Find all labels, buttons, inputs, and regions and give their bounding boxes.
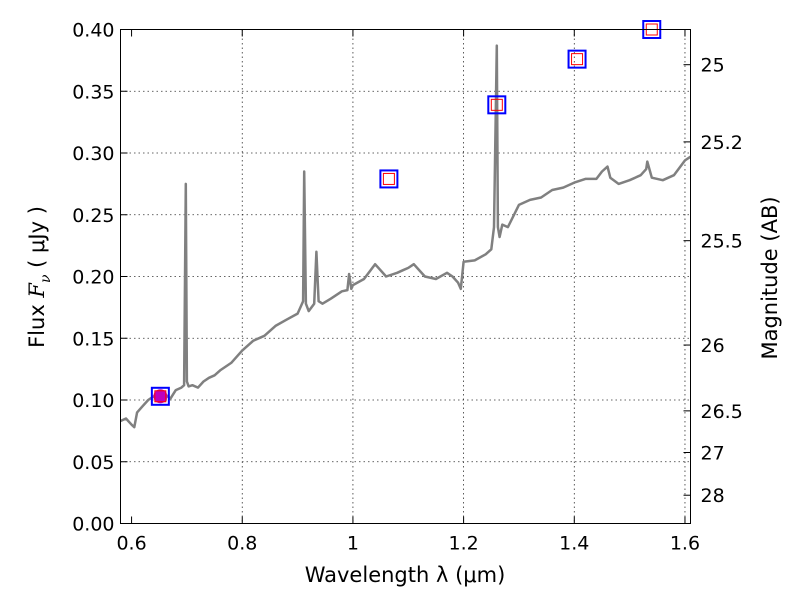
right-tick-label: 25.5 — [701, 231, 743, 253]
photometry-marker-inner-box — [571, 53, 584, 66]
y-axis-label: Flux Fν ( μJy ) — [25, 206, 54, 348]
x-tick-label: 0.8 — [227, 533, 257, 555]
y-axis-label-symbol: F — [25, 282, 49, 299]
y-axis-label-prefix: Flux — [25, 298, 49, 348]
photometry-marker — [150, 386, 170, 406]
right-tick-label: 25.2 — [701, 132, 743, 154]
right-tick-label: 26.5 — [701, 401, 743, 423]
marker-layer — [150, 20, 662, 406]
photometry-marker-inner-box — [382, 172, 395, 185]
spectrum-line — [120, 44, 691, 429]
photometry-marker — [487, 95, 507, 115]
right-tick-label: 27 — [701, 442, 725, 464]
series-layer — [120, 44, 691, 429]
y-tick-label: 0.00 — [72, 514, 114, 536]
y-axis-label-subscript: ν — [38, 274, 54, 283]
photometry-marker-inner-box — [490, 98, 503, 111]
photometry-marker-outer-box — [379, 169, 399, 189]
photometry-marker — [567, 49, 587, 69]
y-tick-label: 0.15 — [72, 328, 114, 350]
photometry-marker-outer-box — [567, 49, 587, 69]
y-tick-label: 0.05 — [72, 452, 114, 474]
photometry-marker-outer-box — [150, 386, 170, 406]
y-tick-label: 0.25 — [72, 205, 114, 227]
right-axis-label: Magnitude (AB) — [758, 196, 782, 359]
x-tick-label: 0.6 — [116, 533, 146, 555]
y-tick-label: 0.35 — [72, 81, 114, 103]
photometry-marker — [379, 169, 399, 189]
y-tick-label: 0.30 — [72, 143, 114, 165]
photometry-marker-outer-box — [487, 95, 507, 115]
y-axis-ticks: 0.00 0.05 0.10 0.15 0.20 0.25 0.30 0.35 0.40 — [72, 20, 128, 536]
y-tick-label: 0.40 — [72, 20, 114, 42]
x-axis-label: Wavelength λ (μm) — [305, 563, 506, 587]
right-axis-ticks: 25 25.2 25.5 26 26.5 27 28 — [683, 55, 743, 507]
right-tick-label: 26 — [701, 335, 725, 357]
x-tick-label: 1.4 — [559, 533, 589, 555]
right-tick-label: 25 — [701, 55, 725, 77]
x-axis-ticks: 0.6 0.8 1 1.2 1.4 1.6 — [116, 29, 700, 555]
y-tick-label: 0.10 — [72, 390, 114, 412]
photometry-marker-inner-box — [154, 390, 167, 403]
grid-lines — [120, 29, 691, 524]
x-tick-label: 1.6 — [670, 533, 700, 555]
photometry-marker-fill — [153, 389, 168, 404]
y-tick-label: 0.20 — [72, 267, 114, 289]
right-tick-label: 28 — [701, 485, 725, 507]
y-axis-label-suffix: ( μJy ) — [25, 206, 49, 274]
x-tick-label: 1 — [347, 533, 359, 555]
x-tick-label: 1.2 — [448, 533, 478, 555]
